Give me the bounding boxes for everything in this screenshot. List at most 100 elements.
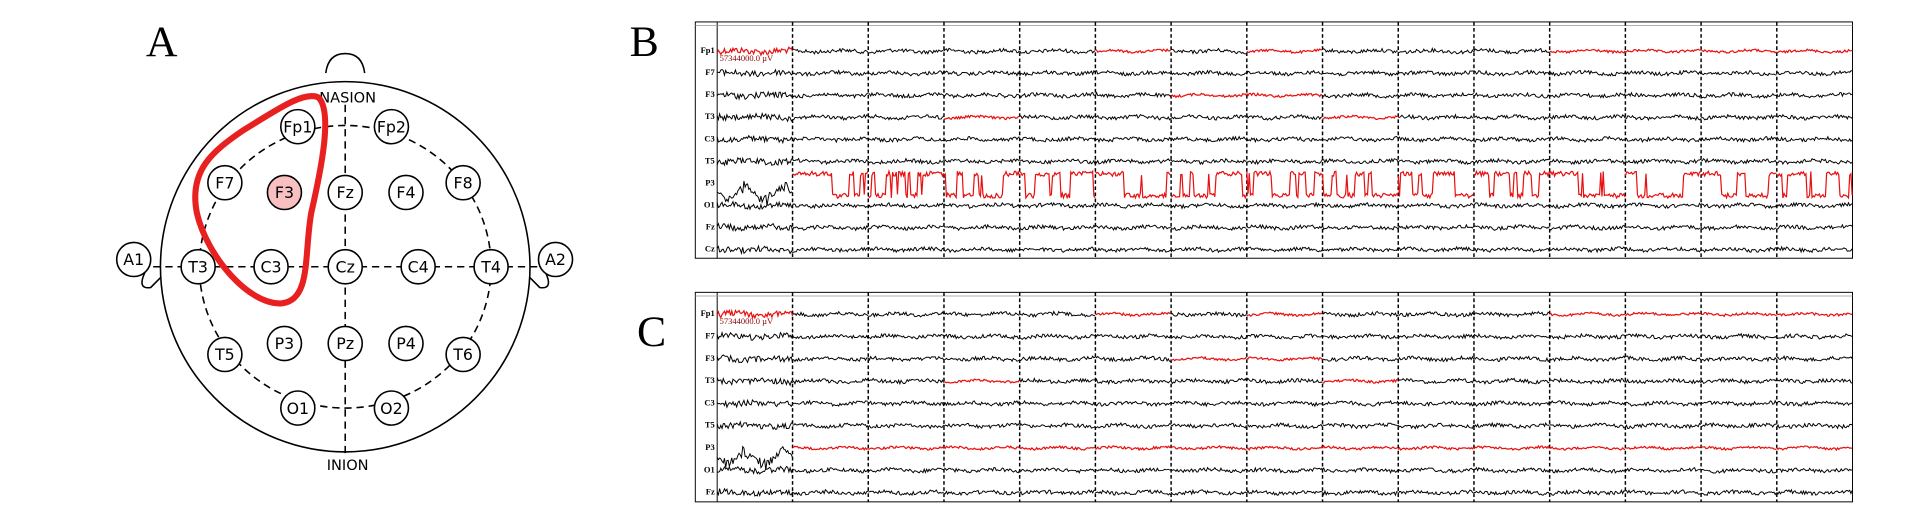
eeg-trace: [1246, 136, 1323, 144]
eeg-trace: [1776, 157, 1853, 165]
eeg-trace: [1019, 333, 1096, 341]
eeg-trace: [1246, 169, 1323, 200]
channel-label: T3: [705, 375, 715, 385]
electrode: [327, 248, 364, 285]
eeg-trace: [792, 356, 868, 363]
eeg-trace: [1321, 444, 1399, 451]
electrode: [445, 336, 481, 373]
eeg-trace: [867, 377, 945, 386]
eeg-trace: [1700, 202, 1777, 210]
eeg-trace: [1246, 48, 1323, 55]
eeg-trace: [1019, 223, 1096, 232]
eeg-trace: [1625, 445, 1701, 451]
eeg-trace: [1019, 169, 1096, 200]
eeg-trace: [1019, 114, 1096, 121]
eeg-trace: [1246, 246, 1323, 253]
eeg-trace: [1322, 310, 1399, 318]
eeg-trace: [1094, 113, 1172, 121]
eeg-trace: [716, 156, 793, 167]
panel-label: B: [630, 18, 659, 66]
eeg-trace: [1549, 158, 1626, 166]
scale-label: 57344000.0 µV: [720, 316, 774, 326]
eeg-trace: [867, 355, 945, 363]
eeg-trace: [1397, 223, 1475, 231]
eeg-trace: [1700, 311, 1777, 318]
electrode-label: A2: [545, 250, 566, 269]
electrode-label: P4: [396, 334, 416, 353]
highlight-region: [192, 93, 329, 307]
eeg-trace: [1095, 202, 1171, 209]
electrode-label: F3: [275, 183, 294, 202]
eeg-trace: [1019, 377, 1096, 385]
eeg-trace: [1398, 202, 1474, 209]
eeg-trace: [1549, 113, 1626, 121]
eeg-trace: [1549, 377, 1626, 385]
eeg-trace: [867, 423, 945, 430]
eeg-trace: [1246, 92, 1323, 98]
eeg-trace: [868, 224, 944, 231]
eeg-trace: [792, 69, 868, 77]
eeg-trace: [1170, 157, 1247, 166]
eeg-trace: [717, 465, 793, 475]
eeg-trace: [792, 246, 869, 254]
eeg-trace: [1246, 113, 1323, 121]
eeg-trace: [1549, 201, 1626, 210]
eeg-trace: [1397, 170, 1475, 200]
eeg-trace: [792, 202, 869, 210]
eeg-trace: [867, 157, 945, 165]
electrode-label: Pz: [336, 334, 354, 353]
eeg-trace: [1700, 356, 1777, 363]
eeg-trace: [1170, 202, 1247, 210]
eeg-trace: [1246, 223, 1323, 232]
eeg-trace: [1398, 311, 1475, 318]
eeg-trace: [1473, 47, 1550, 55]
eeg-trace: [716, 487, 793, 497]
eeg-trace: [716, 111, 793, 123]
eeg-trace: [1473, 201, 1550, 209]
eeg-trace: [1246, 201, 1323, 210]
eeg-trace: [1473, 444, 1550, 451]
eeg-trace: [867, 113, 944, 121]
eeg-trace: [1019, 246, 1096, 253]
eeg-trace: [1170, 246, 1247, 254]
channel-label: T5: [705, 155, 715, 165]
eeg-trace: [868, 332, 944, 340]
eeg-trace: [1549, 332, 1626, 341]
eeg-trace: [1700, 224, 1777, 232]
eeg-trace: [1776, 355, 1853, 363]
eeg-trace: [1170, 47, 1247, 55]
channel-label: Fz: [706, 221, 715, 231]
eeg-trace: [1246, 311, 1323, 318]
eeg-trace: [792, 377, 869, 385]
eeg-trace: [1549, 48, 1626, 55]
eeg-trace: [943, 47, 1020, 55]
eeg-trace: [1625, 246, 1702, 253]
eeg-trace: [1171, 310, 1247, 318]
eeg-trace: [1397, 333, 1475, 340]
eeg-trace: [1398, 47, 1475, 55]
eeg-trace: [1322, 378, 1399, 384]
eeg-trace: [1170, 466, 1247, 474]
eeg-trace: [1019, 422, 1096, 429]
eeg-trace: [1473, 157, 1550, 165]
channel-label: O1: [704, 464, 715, 474]
eeg-trace: [1473, 114, 1550, 121]
eeg-trace: [1322, 114, 1399, 120]
eeg-trace: [1549, 489, 1626, 496]
eeg-trace: [1019, 444, 1096, 451]
eeg-trace: [1019, 310, 1096, 318]
eeg-trace: [1549, 311, 1626, 317]
eeg-trace: [1322, 355, 1399, 363]
eeg-trace: [943, 70, 1020, 77]
eeg-trace: [1095, 223, 1171, 232]
eeg-trace: [1170, 92, 1247, 99]
eeg-trace: [1776, 135, 1853, 143]
eeg-trace: [1776, 467, 1853, 474]
eeg-trace: [1700, 70, 1777, 77]
eeg-trace: [944, 378, 1020, 384]
electrode: [373, 390, 410, 426]
channel-label: P3: [705, 442, 714, 452]
eeg-trace: [1019, 91, 1096, 99]
eeg-trace: [1322, 91, 1399, 99]
